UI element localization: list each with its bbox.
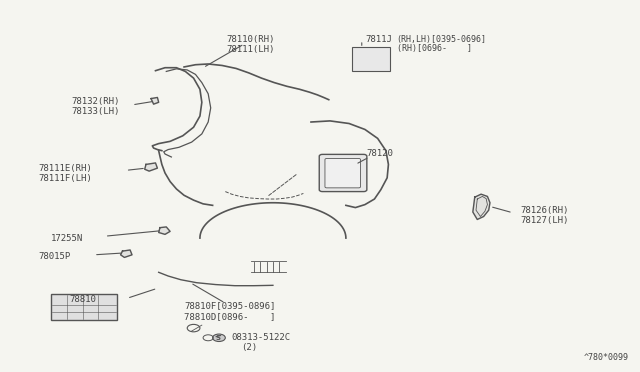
Text: 78810F[0395-0896]: 78810F[0395-0896]: [184, 301, 275, 310]
Bar: [51, 294, 117, 320]
Text: 78132(RH): 78132(RH): [71, 97, 120, 106]
Text: 7811J: 7811J: [365, 35, 392, 44]
Text: (2): (2): [241, 343, 257, 352]
Text: 78810: 78810: [70, 295, 97, 304]
Polygon shape: [473, 194, 490, 219]
FancyBboxPatch shape: [325, 158, 360, 188]
Text: 78133(LH): 78133(LH): [71, 107, 120, 116]
Bar: [352, 46, 390, 71]
Polygon shape: [120, 250, 132, 257]
Text: 78127(LH): 78127(LH): [520, 216, 569, 225]
Polygon shape: [159, 227, 170, 234]
Text: 78015P: 78015P: [38, 252, 70, 261]
Text: (RH)[0696-    ]: (RH)[0696- ]: [397, 44, 472, 53]
Text: 78111(LH): 78111(LH): [227, 45, 275, 54]
Text: ^780*0099: ^780*0099: [584, 353, 629, 362]
Text: 78111E(RH): 78111E(RH): [38, 164, 92, 173]
Text: 78126(RH): 78126(RH): [520, 206, 569, 215]
Text: 78110(RH): 78110(RH): [227, 35, 275, 44]
Text: S: S: [215, 335, 220, 341]
Text: 17255N: 17255N: [51, 234, 83, 243]
Text: 78111F(LH): 78111F(LH): [38, 174, 92, 183]
Polygon shape: [151, 97, 159, 104]
Circle shape: [212, 334, 225, 341]
FancyBboxPatch shape: [319, 154, 367, 192]
Text: 08313-5122C: 08313-5122C: [232, 333, 291, 342]
Text: 78810D[0896-    ]: 78810D[0896- ]: [184, 312, 275, 321]
Text: 78120: 78120: [367, 149, 394, 158]
Text: (RH,LH)[0395-0696]: (RH,LH)[0395-0696]: [397, 35, 486, 44]
Polygon shape: [145, 163, 157, 171]
